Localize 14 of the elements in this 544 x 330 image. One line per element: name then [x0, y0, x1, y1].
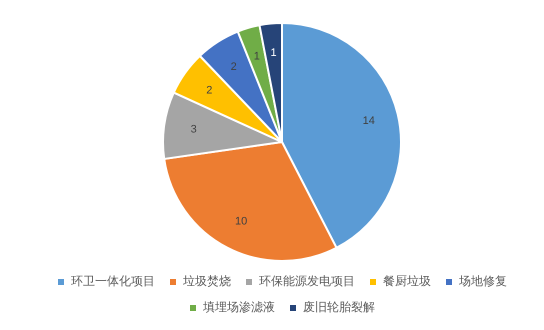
legend-label: 场地修复 [458, 274, 507, 288]
data-label: 2 [230, 60, 237, 73]
legend-label: 垃圾焚烧 [182, 274, 231, 288]
legend-label: 废旧轮胎裂解 [303, 300, 375, 314]
legend-label: 环卫一体化项目 [71, 274, 155, 288]
data-label: 14 [362, 114, 375, 127]
data-label: 2 [206, 84, 212, 96]
data-label: 1 [270, 47, 277, 60]
legend-label: 填埋场渗滤液 [202, 300, 275, 314]
data-label: 3 [190, 123, 197, 136]
data-label: 10 [234, 215, 248, 228]
legend-label: 餐厨垃圾 [383, 274, 431, 288]
legend-label: 环保能源发电项目 [259, 274, 355, 288]
data-label: 1 [254, 50, 260, 62]
